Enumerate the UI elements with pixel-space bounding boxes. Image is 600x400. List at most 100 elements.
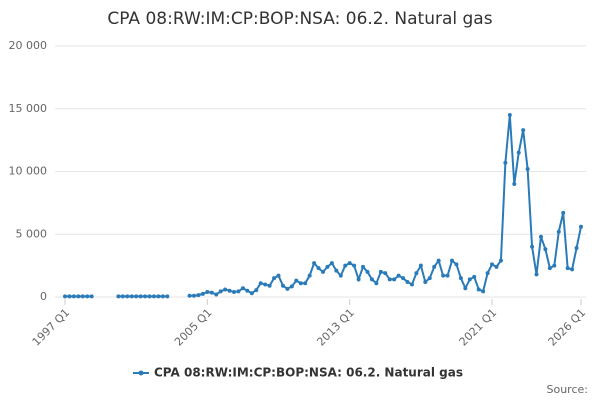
point xyxy=(356,277,361,282)
point xyxy=(147,294,152,299)
point xyxy=(187,293,192,298)
point xyxy=(232,289,237,294)
point xyxy=(476,287,481,292)
point xyxy=(579,224,583,229)
point xyxy=(200,291,205,296)
point xyxy=(165,294,170,299)
point xyxy=(63,294,67,299)
point xyxy=(138,294,143,299)
point xyxy=(552,263,557,268)
point xyxy=(347,261,352,266)
point xyxy=(450,258,454,263)
point xyxy=(307,273,312,278)
point xyxy=(89,294,94,299)
point xyxy=(414,271,419,276)
point xyxy=(134,294,139,299)
point xyxy=(334,268,339,273)
point xyxy=(574,246,579,251)
point xyxy=(312,261,317,266)
point xyxy=(490,262,495,267)
point xyxy=(534,272,539,277)
point xyxy=(245,288,250,293)
chart-title: CPA 08:RW:IM:CP:BOP:NSA: 06.2. Natural g… xyxy=(107,9,492,29)
point xyxy=(423,279,428,284)
point xyxy=(561,210,566,215)
point xyxy=(192,293,196,298)
point xyxy=(263,282,268,287)
point xyxy=(254,288,259,293)
point xyxy=(436,258,441,263)
point xyxy=(240,286,245,291)
point xyxy=(80,294,85,299)
point xyxy=(441,273,446,278)
point xyxy=(387,277,392,282)
point xyxy=(547,266,552,271)
x-tick-label: 2021 Q1 xyxy=(457,306,500,349)
point xyxy=(369,277,374,282)
point xyxy=(280,283,285,288)
point xyxy=(352,263,357,268)
point xyxy=(71,294,76,299)
point xyxy=(338,273,343,278)
point xyxy=(521,128,526,133)
point xyxy=(205,289,210,294)
point xyxy=(512,182,517,187)
point xyxy=(383,271,388,276)
point xyxy=(214,292,219,297)
point xyxy=(543,247,548,252)
point xyxy=(530,244,535,249)
point xyxy=(156,294,161,299)
point xyxy=(343,263,348,268)
point xyxy=(209,290,214,295)
point xyxy=(467,277,472,282)
legend-marker xyxy=(138,370,144,376)
x-tick-label: 2005 Q1 xyxy=(172,306,215,349)
point xyxy=(418,263,423,268)
point xyxy=(285,286,290,291)
point xyxy=(538,234,543,239)
point xyxy=(401,276,406,281)
point xyxy=(258,281,263,286)
point xyxy=(294,278,299,283)
point xyxy=(218,289,223,294)
point xyxy=(374,281,379,286)
point xyxy=(303,281,308,286)
legend-label: CPA 08:RW:IM:CP:BOP:NSA: 06.2. Natural g… xyxy=(154,366,463,380)
point xyxy=(494,264,499,269)
point xyxy=(116,294,121,299)
point xyxy=(321,269,325,274)
y-tick-label: 15 000 xyxy=(9,102,48,115)
point xyxy=(409,282,414,287)
point xyxy=(143,294,148,299)
source: Source: xyxy=(547,383,589,396)
point xyxy=(392,277,397,282)
point xyxy=(196,293,201,298)
point xyxy=(236,289,241,294)
point xyxy=(378,269,383,274)
y-tick-label: 20 000 xyxy=(9,39,48,52)
point xyxy=(267,283,272,288)
y-tick-label: 0 xyxy=(40,290,47,303)
point xyxy=(556,229,561,234)
point xyxy=(160,294,165,299)
x-tick-label: 2013 Q1 xyxy=(314,306,357,349)
point xyxy=(151,294,156,299)
point xyxy=(361,264,366,269)
point xyxy=(67,294,72,299)
point xyxy=(445,273,450,278)
point xyxy=(570,267,575,272)
point xyxy=(329,261,334,266)
y-tick-label: 5 000 xyxy=(16,227,48,240)
point xyxy=(365,269,370,274)
point xyxy=(227,288,232,293)
point xyxy=(223,287,228,292)
point xyxy=(516,150,521,155)
point xyxy=(481,289,486,294)
point xyxy=(463,286,468,291)
point xyxy=(76,294,81,299)
point xyxy=(125,294,130,299)
x-tick-label: 2026 Q1 xyxy=(546,306,589,349)
y-tick-label: 10 000 xyxy=(9,165,48,178)
point xyxy=(458,276,463,281)
